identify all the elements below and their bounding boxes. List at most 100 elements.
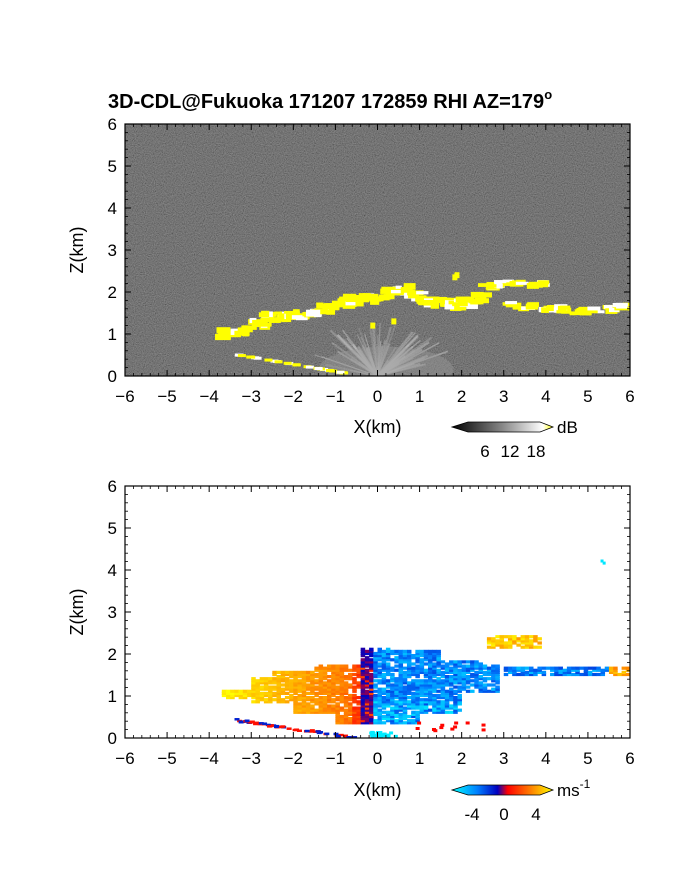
- velocity-pixel: [339, 691, 345, 695]
- velocity-pixel: [432, 668, 437, 672]
- echo-pixel: [345, 301, 360, 306]
- velocity-pixel: [373, 721, 378, 725]
- reflectivity-colorbar-bar: [450, 421, 555, 433]
- velocity-pixel: [415, 679, 420, 683]
- velocity-pixel: [499, 639, 505, 643]
- velocity-pixel: [415, 698, 420, 702]
- velocity-pixel: [423, 702, 429, 706]
- velocity-pixel: [369, 679, 374, 683]
- velocity-pixel: [369, 691, 374, 695]
- velocity-pixel: [293, 702, 298, 706]
- velocity-pixel: [335, 664, 340, 668]
- velocity-pixel: [346, 736, 352, 738]
- velocity-pixel: [478, 677, 483, 681]
- velocity-pixel: [339, 698, 345, 702]
- velocity-pixel: [280, 672, 286, 677]
- velocity-pixel: [440, 708, 446, 712]
- velocity-pixel: [411, 721, 416, 725]
- velocity-pixel: [583, 672, 589, 677]
- velocity-pixel: [322, 702, 328, 706]
- velocity-pixel: [495, 639, 500, 643]
- velocity-pixel: [482, 683, 488, 687]
- echo-pixel: [403, 285, 411, 291]
- velocity-pixel: [369, 685, 374, 689]
- echo-pixel: [371, 294, 379, 298]
- velocity-pixel: [348, 685, 353, 689]
- velocity-pixel: [411, 654, 416, 658]
- velocity-pixel: [423, 675, 429, 679]
- velocity-pixel: [272, 698, 277, 702]
- velocity-pixel: [444, 681, 450, 685]
- velocity-pixel: [385, 670, 391, 674]
- velocity-pixel: [314, 685, 319, 689]
- velocity-pixel: [268, 700, 273, 704]
- velocity-pixel: [423, 685, 429, 689]
- velocity-pixel: [440, 664, 446, 668]
- velocity-pixel: [524, 637, 530, 641]
- velocity-pixel: [369, 708, 374, 712]
- velocity-pixel: [373, 675, 378, 679]
- velocity-pixel: [516, 672, 521, 677]
- velocity-pixel: [377, 696, 382, 700]
- velocity-pixel: [402, 702, 408, 706]
- velocity-pixel: [343, 696, 349, 700]
- echo-pixel: [320, 309, 332, 315]
- velocity-pixel: [276, 683, 281, 687]
- velocity-pixel: [432, 687, 437, 691]
- velocity-pixel: [478, 666, 483, 670]
- echo-pixel: [237, 354, 246, 358]
- velocity-pixel: [406, 706, 412, 710]
- echo-pixel: [370, 299, 380, 305]
- velocity-pixel: [457, 687, 462, 691]
- velocity-pixel: [284, 700, 290, 704]
- clutter-streak: [356, 354, 379, 376]
- velocity-pixel: [524, 643, 530, 647]
- velocity-pixel: [428, 702, 433, 706]
- velocity-pixel: [428, 679, 433, 683]
- velocity-pixel: [432, 693, 437, 698]
- velocity-pixel: [411, 666, 416, 670]
- velocity-pixel: [276, 693, 281, 698]
- velocity-pixel: [377, 693, 382, 698]
- velocity-pixel: [263, 685, 269, 689]
- velocity-pixel: [432, 708, 437, 712]
- velocity-pixel: [411, 702, 416, 706]
- velocity-pixel: [352, 719, 357, 723]
- velocity-pixel: [364, 710, 370, 714]
- velocity-pixel: [411, 672, 416, 677]
- velocity-pixel: [327, 687, 332, 691]
- velocity-pixel: [331, 677, 336, 681]
- velocity-pixel: [428, 666, 433, 670]
- echo-pixel: [407, 294, 419, 299]
- velocity-pixel: [537, 668, 542, 672]
- velocity-pixel: [436, 700, 441, 704]
- velocity-pixel: [272, 679, 277, 683]
- velocity-pixel: [377, 668, 382, 672]
- velocity-pixel: [398, 666, 404, 670]
- velocity-pixel: [516, 643, 521, 647]
- velocity-pixel: [339, 672, 345, 677]
- velocity-pixel: [592, 672, 597, 677]
- velocity-pixel: [360, 696, 366, 700]
- velocity-pixel: [398, 679, 404, 683]
- echo-pixel: [487, 281, 496, 288]
- velocity-pixel: [234, 689, 239, 693]
- velocity-pixel: [524, 639, 530, 643]
- velocity-pixel: [533, 639, 538, 643]
- velocity-pixel: [419, 700, 425, 704]
- velocity-pixel: [436, 683, 441, 687]
- velocity-pixel: [423, 700, 429, 704]
- velocity-pixel: [318, 685, 324, 689]
- velocity-pixel: [449, 693, 454, 698]
- velocity-pixel: [356, 664, 361, 668]
- velocity-pixel: [457, 681, 462, 685]
- clutter-streak: [376, 324, 397, 376]
- velocity-pixel: [276, 677, 281, 681]
- velocity-pixel: [310, 687, 315, 691]
- velocity-pixel: [386, 734, 391, 738]
- velocity-pixel: [398, 670, 404, 674]
- velocity-pixel: [356, 666, 361, 670]
- velocity-pixel: [428, 683, 433, 687]
- clutter-streak: [377, 343, 391, 376]
